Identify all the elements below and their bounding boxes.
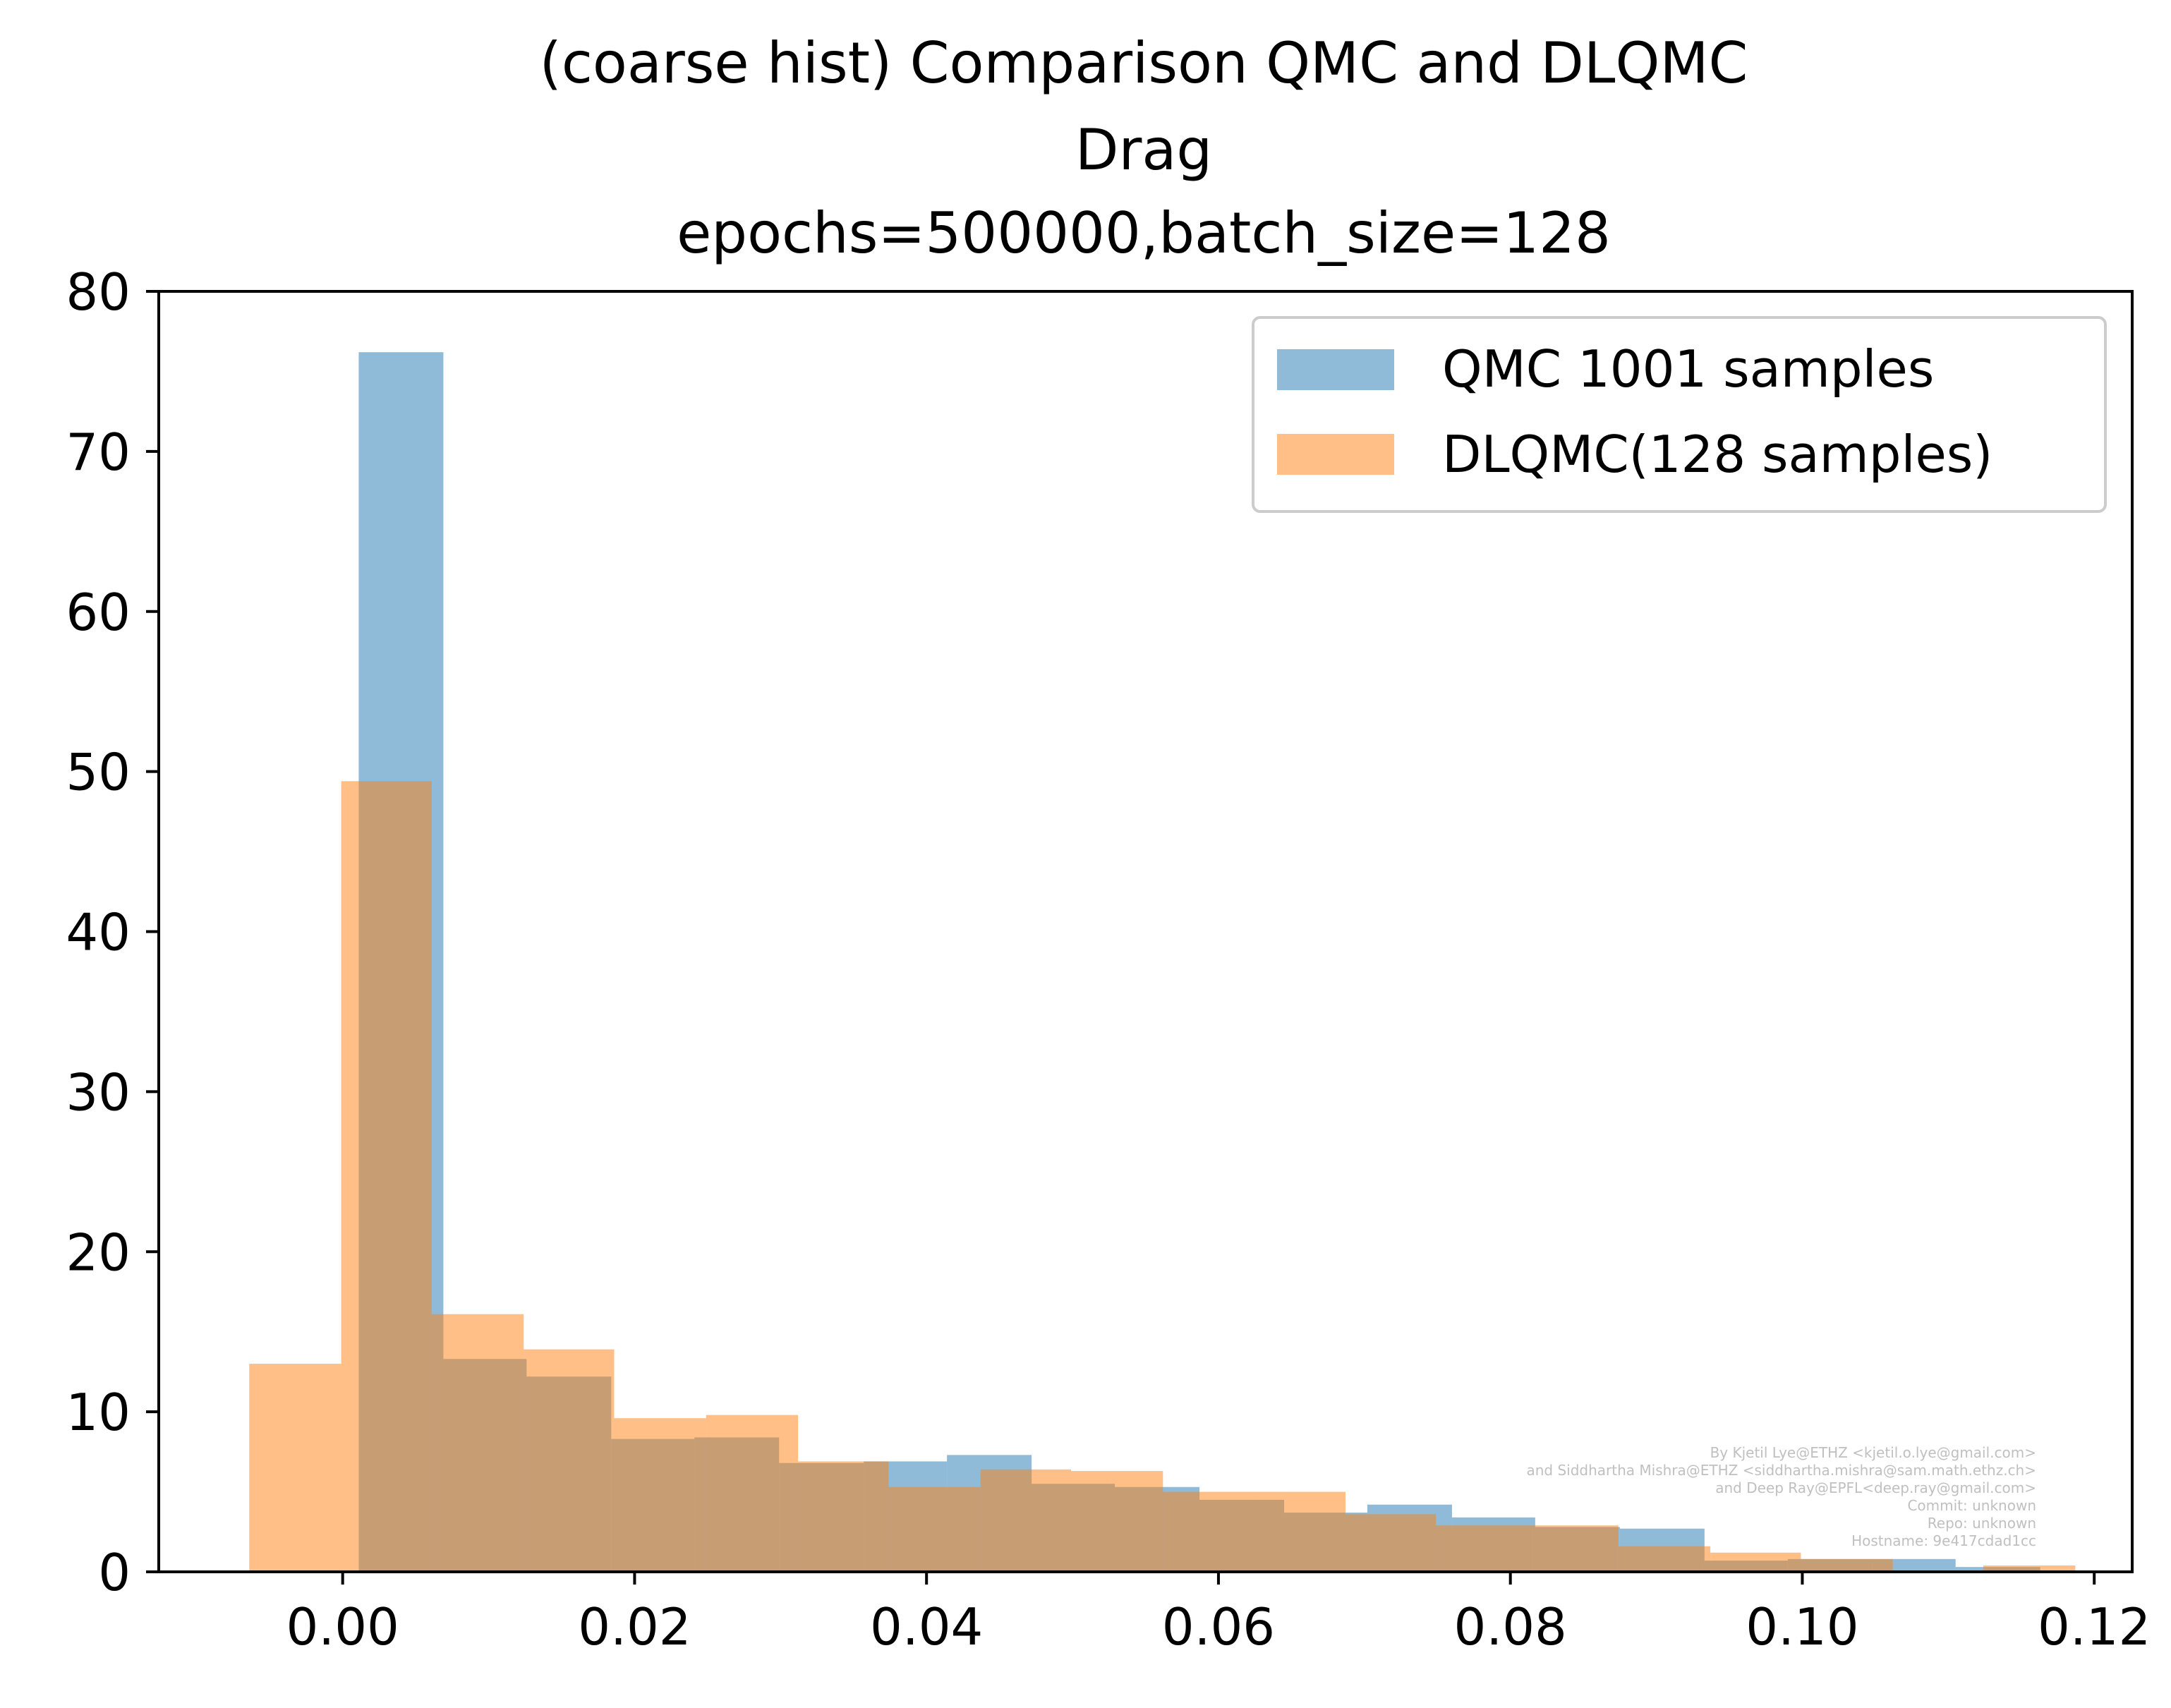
- bar-dlqmc-19: [1983, 1565, 2076, 1572]
- bar-dlqmc-11: [1253, 1491, 1345, 1572]
- bar-dlqmc-4: [614, 1418, 706, 1572]
- bar-dlqmc-15: [1618, 1546, 1711, 1572]
- legend-box: [1252, 316, 2107, 513]
- y-tick-label: 30: [66, 1062, 131, 1122]
- x-tick-label: 0.10: [1746, 1597, 1858, 1656]
- x-tick-label: 0.06: [1162, 1597, 1275, 1656]
- x-axis: 0.00 0.02 0.04 0.06 0.08 0.10 0.12: [286, 1572, 2151, 1656]
- bar-dlqmc-3: [524, 1349, 615, 1572]
- x-tick-label: 0.12: [2038, 1597, 2151, 1656]
- legend-label-qmc: QMC 1001 samples: [1442, 339, 1934, 399]
- annotation-line-6: Hostname: 9e417cdad1cc: [1851, 1532, 2036, 1549]
- bar-dlqmc-7: [888, 1486, 981, 1572]
- legend: QMC 1001 samples DLQMC(128 samples): [1252, 316, 2107, 513]
- bar-dlqmc-2: [431, 1314, 524, 1572]
- y-axis: 0 10 20 30 40 50 60 70 80: [66, 262, 159, 1602]
- y-tick-label: 40: [66, 903, 131, 962]
- chart-title-line-3: epochs=500000,batch_size=128: [677, 200, 1611, 266]
- legend-label-dlqmc: DLQMC(128 samples): [1442, 425, 1992, 484]
- y-tick-label: 10: [66, 1383, 131, 1442]
- y-tick-label: 80: [66, 262, 131, 322]
- x-tick-label: 0.02: [578, 1597, 691, 1656]
- y-tick-label: 50: [66, 743, 131, 802]
- x-tick-label: 0.00: [286, 1597, 399, 1656]
- bar-dlqmc-13: [1436, 1525, 1528, 1572]
- y-tick-label: 70: [66, 423, 131, 482]
- y-tick-label: 20: [66, 1223, 131, 1282]
- chart-title-line-1: (coarse hist) Comparison QMC and DLQMC: [540, 30, 1748, 96]
- annotation-line-1: By Kjetil Lye@ETHZ <kjetil.o.lye@gmail.c…: [1710, 1444, 2036, 1461]
- annotation-line-2: and Siddhartha Mishra@ETHZ <siddhartha.m…: [1526, 1462, 2036, 1479]
- bar-dlqmc-16: [1710, 1552, 1801, 1572]
- annotation-line-3: and Deep Ray@EPFL<deep.ray@gmail.com>: [1715, 1479, 2036, 1496]
- bar-qmc-18: [1872, 1558, 1956, 1572]
- legend-swatch-dlqmc: [1277, 434, 1394, 475]
- bar-dlqmc-8: [980, 1469, 1071, 1572]
- bar-dlqmc-5: [706, 1415, 799, 1572]
- y-tick-label: 60: [66, 583, 131, 642]
- legend-swatch-qmc: [1277, 349, 1394, 390]
- bar-dlqmc-9: [1070, 1471, 1163, 1572]
- series-dlqmc-bars: [249, 781, 2076, 1572]
- bar-dlqmc-1: [341, 781, 432, 1572]
- bar-dlqmc-12: [1345, 1514, 1437, 1572]
- annotation-line-4: Commit: unknown: [1907, 1497, 2036, 1514]
- bar-dlqmc-14: [1528, 1525, 1619, 1572]
- bar-dlqmc-6: [798, 1461, 889, 1572]
- y-tick-label: 0: [98, 1543, 131, 1602]
- x-tick-label: 0.08: [1454, 1597, 1567, 1656]
- bar-dlqmc-17: [1801, 1558, 1893, 1572]
- bar-dlqmc-0: [249, 1364, 341, 1572]
- bar-dlqmc-10: [1163, 1491, 1254, 1572]
- chart-title-line-2: Drag: [1075, 117, 1212, 183]
- x-tick-label: 0.04: [870, 1597, 983, 1656]
- attribution-annotation: By Kjetil Lye@ETHZ <kjetil.o.lye@gmail.c…: [1526, 1444, 2036, 1549]
- annotation-line-5: Repo: unknown: [1928, 1515, 2036, 1532]
